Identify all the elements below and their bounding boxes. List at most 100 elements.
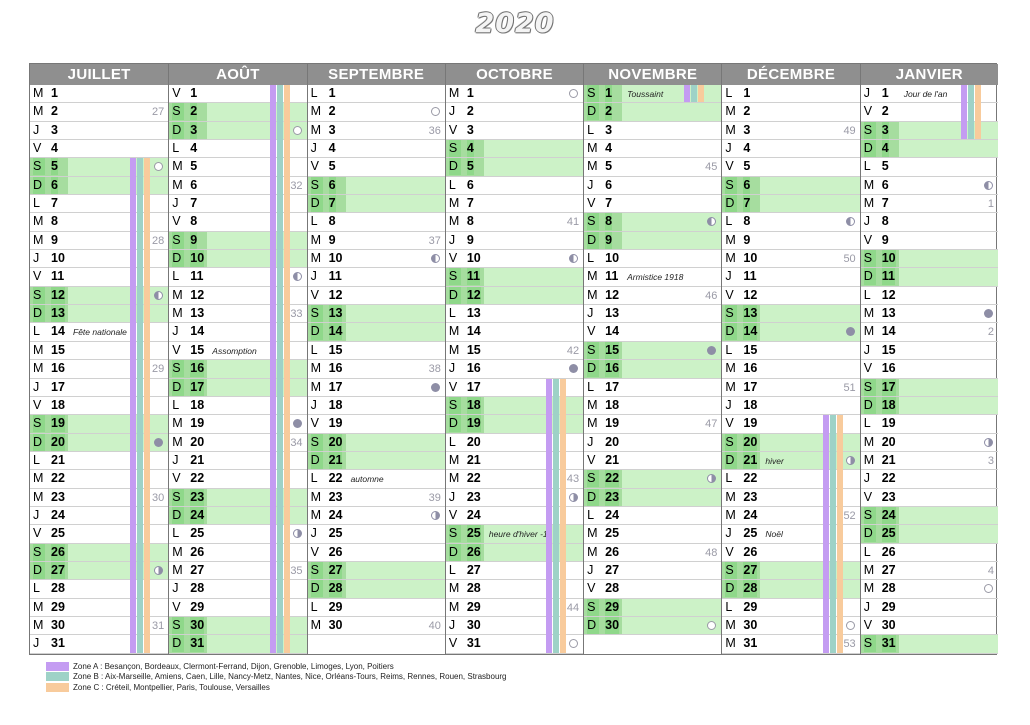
day-number: 21	[881, 452, 896, 467]
weekday-letter: M	[172, 177, 183, 192]
day-number: 5	[190, 159, 198, 174]
weekday-letter: S	[725, 176, 738, 194]
zone-c-swatch	[46, 682, 69, 692]
weekday-letter: M	[310, 122, 321, 137]
day-number: 14	[51, 324, 65, 339]
weekday-letter: V	[310, 287, 319, 302]
day-number: 25	[466, 525, 481, 543]
weekday-letter: V	[172, 471, 181, 486]
weekday-letter: S	[310, 561, 323, 579]
day-number: 16	[466, 361, 481, 376]
weekday-letter: D	[863, 396, 876, 414]
day-row: S 10	[860, 250, 998, 269]
day-number: 25	[190, 526, 205, 541]
holiday-band-zone-a	[960, 85, 967, 140]
day-row: D 12	[445, 286, 584, 306]
day-row: S 24	[860, 506, 998, 526]
moon-phase-icon	[983, 180, 993, 190]
weekday-letter: S	[863, 635, 876, 653]
weekday-letter: D	[587, 231, 600, 249]
weekday-letter: L	[172, 397, 180, 412]
moon-phase-icon	[430, 382, 440, 392]
legend-zone-a-label: Zone A : Besançon, Bordeaux, Clermont-Fe…	[73, 661, 394, 671]
month-days: J 1 Jour de l'an V 2 S 3 D 4 L 5 M 6 M 7 1 J 8 V 9 S 10 D 11 L 12…	[860, 85, 998, 654]
month-header: DÉCEMBRE	[722, 64, 860, 85]
day-row: M 21 3	[860, 452, 998, 471]
day-number: 22	[328, 471, 343, 486]
weekday-letter: J	[33, 251, 40, 266]
day-number: 14	[328, 323, 343, 341]
day-number: 1	[328, 86, 336, 100]
month-header: OCTOBRE	[445, 64, 584, 85]
day-row: V 11	[30, 268, 169, 287]
day-number: 24	[51, 507, 65, 522]
day-number: 11	[605, 269, 619, 284]
weekday-letter: J	[863, 599, 870, 614]
day-number: 2	[743, 104, 751, 119]
weekday-letter: J	[448, 104, 456, 119]
weekday-letter: V	[448, 379, 458, 394]
week-number: 3	[987, 454, 994, 467]
weekday-letter: L	[310, 471, 318, 486]
month-header: NOVEMBRE	[584, 64, 722, 85]
day-number: 26	[466, 543, 481, 561]
day-row: M 8 41	[445, 213, 584, 232]
day-number: 7	[466, 196, 474, 211]
weekday-letter: D	[587, 488, 600, 506]
holiday-band-zone-b	[967, 85, 974, 140]
weekday-letter: M	[448, 342, 460, 357]
day-number: 3	[743, 122, 751, 137]
day-row: V 28	[584, 580, 722, 599]
weekday-letter: M	[310, 232, 321, 247]
weekday-letter: M	[310, 617, 321, 632]
day-row: V 26	[307, 544, 445, 562]
day-number: 18	[328, 397, 343, 412]
moon-phase-icon	[292, 419, 302, 429]
day-number: 3	[190, 121, 198, 139]
day-row: M 26 48	[584, 544, 722, 562]
day-row: J 22	[860, 470, 998, 489]
weekday-letter: M	[587, 159, 598, 174]
day-number: 15	[605, 341, 620, 359]
weekday-letter: L	[863, 287, 871, 302]
day-number: 30	[51, 617, 65, 632]
day-row: J 18	[307, 397, 445, 416]
weekday-letter: M	[448, 214, 460, 229]
week-number: 45	[705, 161, 718, 174]
day-number: 10	[881, 250, 896, 268]
day-row: J 24	[30, 507, 169, 526]
day-row: M 13	[860, 305, 998, 324]
day-number: 15	[328, 342, 343, 357]
week-number: 31	[152, 619, 165, 632]
weekday-letter: V	[448, 636, 458, 651]
day-row: D 21	[307, 451, 445, 471]
weekday-letter: S	[33, 543, 45, 561]
day-number: 8	[466, 214, 474, 229]
weekday-letter: D	[448, 158, 461, 176]
weekday-letter: J	[33, 636, 40, 651]
weekday-letter: D	[310, 580, 323, 598]
day-row: M 14 2	[860, 323, 998, 342]
day-row: L 11	[169, 268, 307, 287]
moon-phase-icon	[569, 254, 579, 264]
weekday-letter: M	[725, 251, 736, 266]
day-number: 6	[328, 176, 336, 194]
day-row: J 11	[722, 268, 860, 287]
weekday-letter: D	[310, 195, 323, 213]
month-août: AOÛT V 1 S 2 D 3 L 4 M 5 M 6 32 J 7 V 8 S 9 D 10 L 11 M 12 M 13 33 J 1…	[168, 64, 307, 654]
day-number: 20	[328, 433, 343, 451]
day-number: 10	[466, 251, 481, 266]
weekday-letter: L	[863, 544, 871, 559]
day-number: 9	[466, 232, 474, 247]
day-row: J 31	[30, 635, 169, 654]
holiday-band-zone-b	[137, 158, 144, 653]
weekday-letter: L	[863, 159, 871, 174]
day-number: 12	[466, 286, 481, 304]
moon-phase-icon	[292, 125, 302, 135]
day-row: M 27 4	[860, 562, 998, 581]
day-number: 29	[328, 599, 343, 614]
day-row: J 27	[584, 562, 722, 581]
